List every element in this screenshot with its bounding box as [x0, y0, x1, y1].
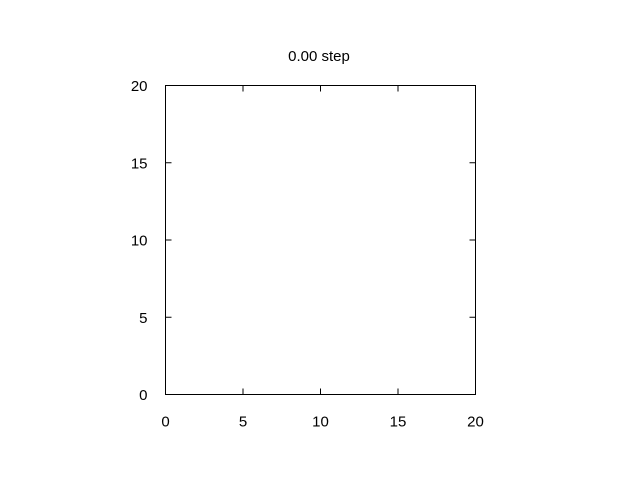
y-tick-label: 0 — [139, 387, 147, 404]
plot-frame — [165, 85, 476, 395]
x-tick-label: 20 — [467, 414, 484, 431]
x-tick-label: 0 — [161, 414, 169, 431]
x-axis: 0 5 10 15 20 — [161, 85, 484, 431]
y-tick-label: 5 — [139, 310, 147, 327]
x-tick-label: 5 — [239, 414, 247, 431]
y-tick-label: 15 — [131, 155, 148, 172]
x-tick-label: 15 — [390, 414, 407, 431]
y-axis: 0 5 10 15 20 — [131, 78, 476, 404]
y-tick-label: 20 — [131, 78, 148, 95]
chart-title: 0.00 step — [288, 48, 350, 65]
x-tick-label: 10 — [312, 414, 329, 431]
y-tick-label: 10 — [131, 233, 148, 250]
